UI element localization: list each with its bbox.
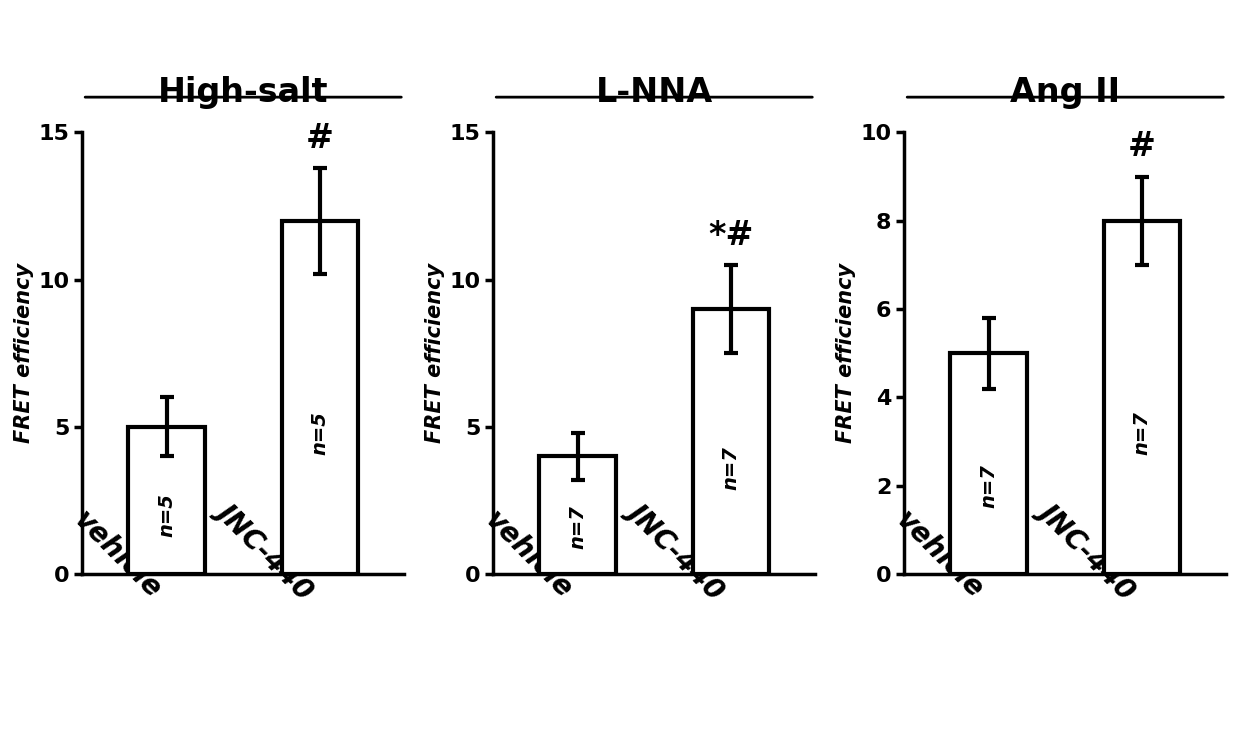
Bar: [281, 221, 358, 574]
Bar: [539, 456, 616, 574]
Title: High-salt: High-salt: [157, 76, 329, 109]
Text: n=7: n=7: [1132, 411, 1152, 455]
Y-axis label: FRET efficiency: FRET efficiency: [836, 263, 856, 443]
Text: n=5: n=5: [157, 493, 176, 537]
Text: n=5: n=5: [310, 411, 330, 455]
Text: n=7: n=7: [722, 446, 740, 490]
Bar: [128, 427, 205, 574]
Bar: [950, 353, 1027, 574]
Text: n=7: n=7: [568, 505, 588, 549]
Title: Ang II: Ang II: [1011, 76, 1120, 109]
Text: n=7: n=7: [980, 464, 998, 508]
Bar: [693, 309, 769, 574]
Bar: [1104, 221, 1180, 574]
Text: #: #: [1128, 130, 1156, 163]
Y-axis label: FRET efficiency: FRET efficiency: [14, 263, 33, 443]
Y-axis label: FRET efficiency: FRET efficiency: [425, 263, 445, 443]
Text: *#: *#: [708, 219, 754, 252]
Title: L-NNA: L-NNA: [595, 76, 713, 109]
Text: #: #: [306, 121, 334, 155]
